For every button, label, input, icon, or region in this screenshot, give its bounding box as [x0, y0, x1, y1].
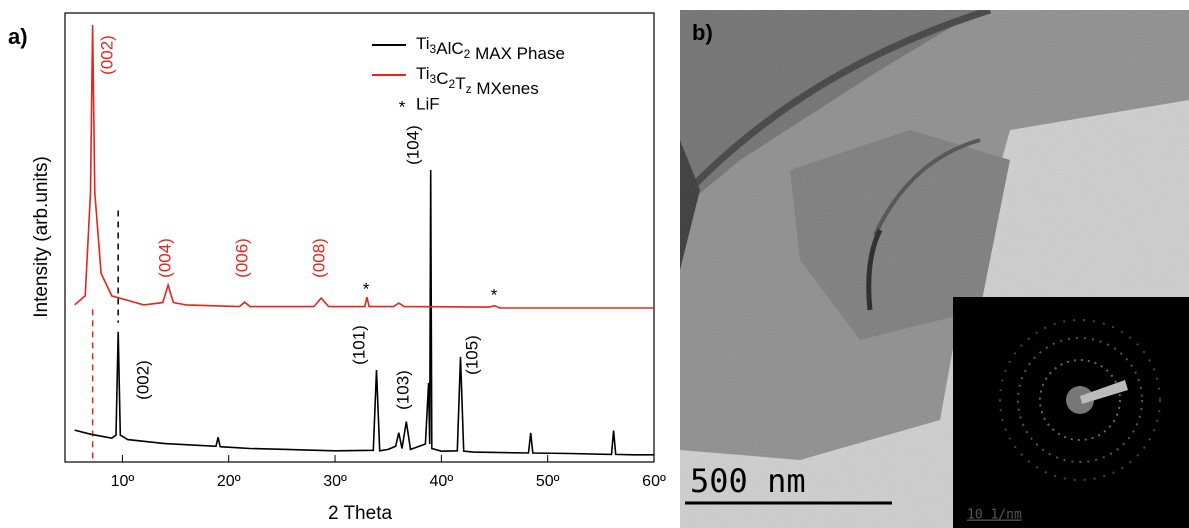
plot-frame — [64, 12, 655, 463]
x-axis-label: 2 Theta — [328, 503, 393, 524]
scale-bar-label: 500 nm — [690, 462, 806, 500]
peak-annotation: (004) — [155, 238, 174, 278]
data-line — [74, 170, 654, 456]
peak-annotation: (103) — [393, 370, 412, 410]
peak-annotation: (006) — [232, 238, 251, 278]
legend-marker: * — [399, 97, 406, 116]
inset-scale-label: 10 1/nm — [967, 508, 1022, 523]
panel-label: a) — [8, 24, 28, 49]
legend-label: LiF — [416, 94, 440, 113]
peak-annotation: (002) — [97, 35, 116, 75]
x-tick-label: 20º — [217, 473, 241, 490]
peak-annotation: (104) — [403, 125, 422, 165]
peak-annotation: * — [491, 285, 498, 304]
peak-annotation: (105) — [462, 335, 481, 375]
x-tick-label: 60º — [642, 473, 666, 490]
tem-image: b) 500 nm 10 1/nm — [680, 10, 1189, 528]
peak-annotation: (002) — [133, 360, 152, 400]
peak-annotation: (101) — [349, 325, 368, 365]
legend-label: Ti3C2Tz MXenes — [416, 64, 539, 98]
peak-annotation: * — [363, 279, 370, 298]
y-axis-label: Intensity (arb.units) — [31, 156, 52, 318]
diffraction-inset — [953, 297, 1189, 528]
data-line — [74, 25, 654, 309]
x-tick-label: 10º — [111, 473, 135, 490]
x-tick-label: 30º — [323, 473, 347, 490]
panel-label: b) — [692, 20, 713, 45]
xrd-chart: a) 2 Theta Intensity (arb.units) 10º 20º 3… — [8, 12, 666, 524]
x-tick-label: 40º — [430, 473, 454, 490]
peak-annotation: (008) — [309, 238, 328, 278]
x-tick-label: 50º — [536, 473, 560, 490]
legend-label: Ti3AlC2 MAX Phase — [416, 34, 565, 63]
